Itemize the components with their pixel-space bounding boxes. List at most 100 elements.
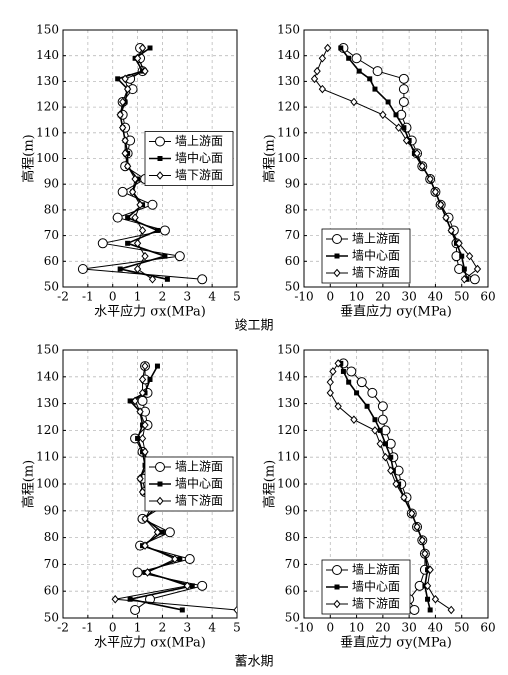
legend-label: 墙上游面 [352, 563, 400, 577]
marker [460, 275, 469, 284]
x-tick-label: 40 [428, 290, 443, 304]
y-axis-label: 高程(m) [262, 460, 278, 508]
marker [329, 367, 337, 376]
legend-label: 墙中心面 [352, 579, 400, 594]
marker [371, 426, 379, 435]
marker [127, 398, 133, 404]
y-tick-label: 120 [277, 100, 300, 114]
legend-marker [155, 462, 165, 472]
marker [117, 186, 128, 197]
legend-label: 墙下游面 [352, 597, 400, 611]
y-tick-label: 100 [36, 477, 59, 491]
marker [111, 594, 119, 604]
marker [131, 174, 139, 184]
y-tick-label: 130 [36, 74, 59, 88]
marker [402, 136, 411, 145]
x-tick-label: 2 [159, 621, 167, 635]
marker [137, 395, 148, 406]
marker [398, 84, 409, 95]
marker [469, 274, 480, 285]
y-tick-label: 50 [285, 280, 300, 294]
marker [141, 361, 149, 371]
legend-marker [334, 253, 340, 259]
marker [143, 568, 152, 577]
marker [164, 527, 175, 538]
marker [356, 377, 367, 388]
x-tick-label: 60 [480, 290, 495, 304]
marker [121, 149, 129, 158]
plot-frame [303, 349, 489, 619]
x-tick-label: 0 [109, 290, 117, 304]
plot-area [326, 358, 455, 615]
y-tick-label: 70 [44, 557, 59, 571]
marker [141, 514, 149, 524]
x-tick-label: 1 [134, 290, 142, 304]
marker [413, 149, 421, 158]
x-tick-label: -2 [57, 621, 69, 635]
y-tick-label: 110 [277, 450, 300, 464]
marker [382, 441, 388, 447]
marker [138, 226, 147, 235]
x-tick-label: 60 [480, 621, 495, 635]
marker [408, 509, 416, 518]
legend-label: 墙中心面 [352, 248, 400, 263]
y-tick-label: 90 [44, 177, 59, 191]
marker [136, 407, 144, 416]
y-tick-label: 50 [44, 280, 59, 294]
legend-marker [333, 268, 341, 278]
marker [141, 541, 149, 550]
y-tick-label: 120 [277, 423, 300, 437]
x-axis-label: 水平应力 σx(MPa) [94, 635, 206, 651]
y-tick-label: 60 [285, 254, 300, 268]
y-tick-label: 70 [285, 557, 300, 571]
x-tick-label: 0 [109, 621, 117, 635]
marker [183, 581, 191, 591]
marker [131, 396, 139, 406]
marker [447, 226, 455, 235]
marker [177, 556, 183, 562]
y-tick-label: 100 [277, 477, 300, 491]
legend-label: 墙下游面 [352, 266, 400, 280]
marker [138, 434, 147, 443]
marker [447, 605, 455, 615]
marker [135, 435, 141, 441]
legend-marker [155, 136, 165, 147]
x-tick-label: 0 [326, 621, 334, 635]
x-tick-label: 0 [326, 290, 334, 304]
marker [148, 275, 157, 284]
marker [233, 605, 237, 615]
x-tick-label: 2 [159, 290, 167, 304]
legend-label: 墙上游面 [175, 134, 223, 148]
marker [427, 607, 433, 613]
marker [346, 366, 357, 377]
marker [426, 174, 434, 184]
marker [318, 84, 327, 94]
marker [131, 213, 139, 222]
marker [121, 74, 129, 84]
marker [418, 536, 426, 545]
marker [147, 199, 158, 210]
marker [77, 264, 88, 275]
marker [125, 215, 131, 221]
y-axis-label: 高程(m) [21, 134, 37, 182]
marker [136, 474, 144, 483]
marker [338, 45, 344, 51]
marker [437, 200, 445, 210]
marker [379, 110, 387, 120]
x-tick-label: 10 [349, 621, 364, 635]
marker [413, 522, 421, 532]
x-axis-label: 垂直应力 σy(MPa) [340, 304, 452, 320]
y-tick-label: 120 [36, 423, 59, 437]
plot-area [77, 42, 208, 285]
y-tick-label: 100 [36, 151, 59, 165]
marker [431, 594, 440, 604]
y-tick-label: 150 [36, 343, 59, 357]
marker [197, 274, 208, 285]
legend-marker [156, 171, 164, 180]
legend-label: 墙中心面 [175, 150, 223, 165]
x-tick-label: 20 [375, 621, 390, 635]
legend-marker [334, 584, 340, 590]
marker [159, 529, 165, 535]
marker [197, 580, 208, 591]
